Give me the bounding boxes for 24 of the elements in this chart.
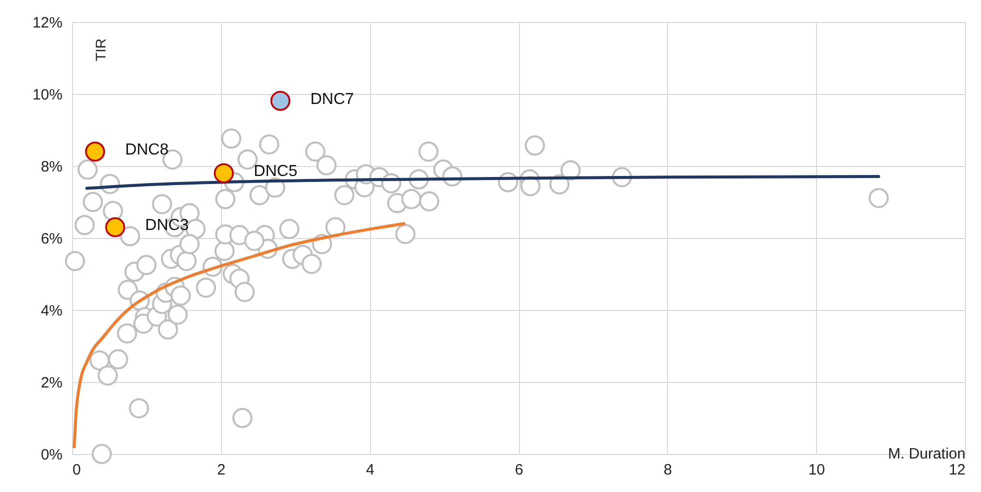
x-tick-label: 12	[948, 462, 966, 478]
point	[105, 217, 126, 238]
y-tick-label: 10%	[32, 86, 62, 104]
annotation: DNC3	[145, 217, 189, 234]
annotation: DNC8	[125, 142, 169, 159]
x-tick-label: 10	[808, 462, 826, 478]
y-tick-label: 4%	[40, 302, 62, 320]
point	[85, 142, 106, 162]
x-tick-label: 4	[366, 462, 374, 478]
annotation: DNC5	[254, 163, 298, 180]
y-tick-label: 8%	[40, 158, 62, 176]
y-axis-title: TIR	[92, 38, 108, 62]
x-tick-label: 2	[217, 462, 226, 478]
x-tick-label: 6	[514, 462, 524, 478]
point	[270, 90, 290, 111]
x-tick-label: 8	[664, 462, 672, 478]
annotation: DNC7	[310, 90, 354, 108]
y-tick-label: 2%	[40, 374, 62, 392]
y-tick-label: 12%	[32, 14, 62, 32]
point	[214, 163, 234, 184]
y-tick-label: 6%	[40, 230, 62, 248]
x-axis-title: M. Duration	[888, 446, 966, 462]
x-tick-label: 0	[72, 462, 81, 478]
y-tick-label: 0%	[40, 446, 62, 464]
